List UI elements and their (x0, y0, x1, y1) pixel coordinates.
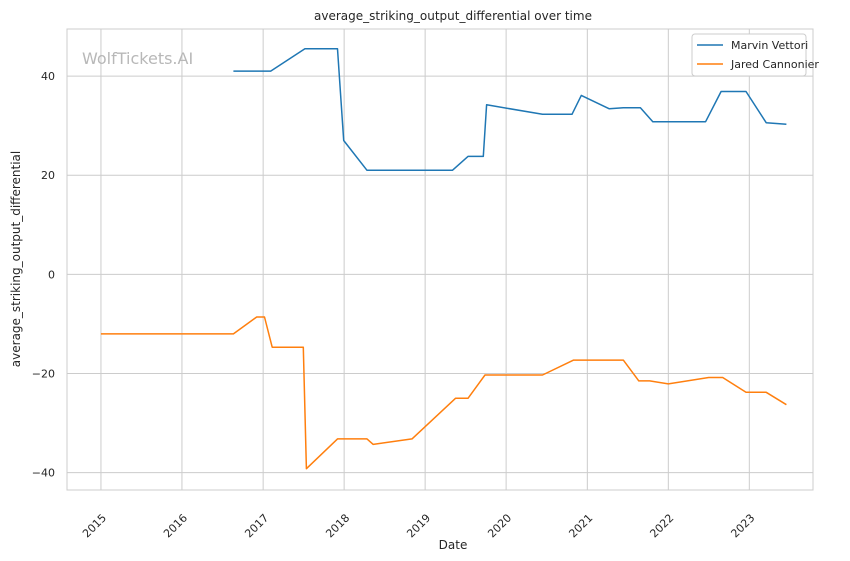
y-tick-labels: −40 −20 0 20 40 (32, 70, 55, 480)
x-tick-label: 2021 (566, 511, 595, 540)
legend: Marvin Vettori Jared Cannonier (691, 33, 819, 77)
legend-label-marvin-vettori: Marvin Vettori (731, 39, 808, 52)
y-tick-label: −40 (32, 467, 55, 480)
y-tick-label: 40 (41, 70, 55, 83)
y-tick-label: −20 (32, 368, 55, 381)
x-tick-label: 2018 (323, 511, 352, 540)
legend-label-jared-cannonier: Jared Cannonier (730, 58, 819, 71)
watermark: WolfTickets.AI (82, 49, 193, 68)
series-line-marvin-vettori (233, 48, 787, 172)
x-tick-label: 2019 (404, 511, 433, 540)
x-tick-label: 2015 (80, 511, 109, 540)
y-gridlines (67, 75, 813, 474)
x-tick-label: 2016 (161, 511, 190, 540)
series-line-jared-cannonier (100, 316, 787, 470)
x-tick-label: 2022 (647, 511, 676, 540)
x-tick-labels: 2015 2016 2017 2018 2019 2020 2021 2022 2023 (80, 511, 757, 540)
x-gridlines (100, 29, 750, 490)
chart-title: average_striking_output_differential ove… (314, 9, 592, 23)
plot-area (66, 28, 814, 491)
y-tick-label: 20 (41, 169, 55, 182)
x-axis-title: Date (439, 538, 468, 552)
series-lines (100, 48, 787, 470)
x-tick-label: 2020 (485, 511, 514, 540)
x-tick-label: 2023 (728, 511, 757, 540)
y-axis-title: average_striking_output_differential (9, 151, 23, 367)
x-tick-label: 2017 (242, 511, 271, 540)
y-tick-label: 0 (48, 268, 55, 281)
